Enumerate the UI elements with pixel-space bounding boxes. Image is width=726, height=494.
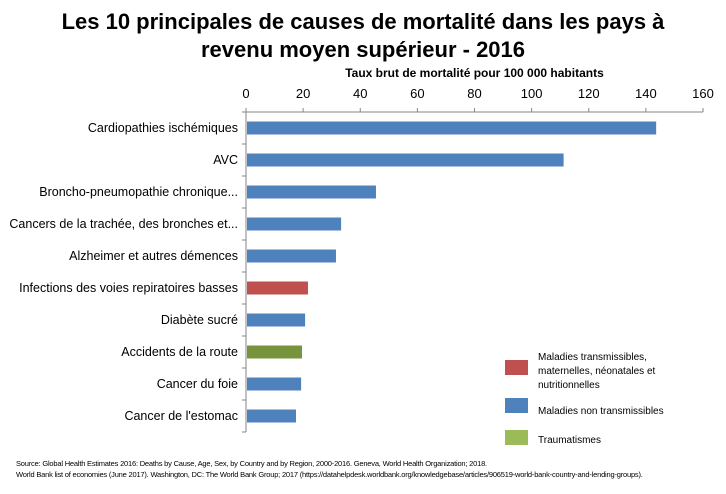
bar-9 xyxy=(247,409,296,423)
x-tick-label: 20 xyxy=(295,86,311,101)
legend-label: maternelles, néonatales et xyxy=(538,366,656,377)
category-label: Infections des voies repiratoires basses xyxy=(19,281,238,295)
category-label: Cardiopathies ischémiques xyxy=(87,121,238,135)
bar-8 xyxy=(247,377,302,391)
source-line-2: World Bank list of economies (June 2017)… xyxy=(16,470,643,479)
bar-4 xyxy=(247,249,336,263)
category-label: Cancer de l'estomac xyxy=(124,409,238,423)
bar-7 xyxy=(247,345,302,359)
legend-label: Maladies non transmissibles xyxy=(538,406,664,417)
x-tick-label: 40 xyxy=(353,86,368,101)
x-tick-label: 160 xyxy=(692,86,714,101)
bar-0 xyxy=(247,121,657,135)
x-tick-label: 80 xyxy=(467,86,482,101)
bar-3 xyxy=(247,217,342,231)
category-label: Alzheimer et autres démences xyxy=(69,249,238,263)
bar-5 xyxy=(247,281,308,295)
legend-label: Maladies transmissibles, xyxy=(538,352,647,363)
x-tick-label: 140 xyxy=(635,86,657,101)
category-label: Accidents de la route xyxy=(121,345,238,359)
category-label: Cancers de la trachée, des bronches et..… xyxy=(9,217,238,231)
category-label: Broncho-pneumopathie chronique... xyxy=(39,185,238,199)
legend-label: Traumatismes xyxy=(538,435,601,446)
bar-1 xyxy=(247,153,564,167)
category-label: AVC xyxy=(213,153,238,167)
category-label: Cancer du foie xyxy=(156,377,238,391)
bar-2 xyxy=(247,185,376,199)
chart-title-line-2: revenu moyen supérieur - 2016 xyxy=(200,37,526,62)
legend-swatch xyxy=(505,360,528,375)
bar-6 xyxy=(247,313,306,327)
legend-label: nutritionnelles xyxy=(538,380,600,391)
x-tick-label: 0 xyxy=(242,86,250,101)
legend-swatch xyxy=(505,430,528,445)
x-tick-label: 120 xyxy=(577,86,600,101)
category-label: Diabète sucré xyxy=(160,313,238,327)
source-line-1: Source: Global Health Estimates 2016: De… xyxy=(16,459,487,468)
x-tick-label: 60 xyxy=(410,86,425,101)
x-axis-title: Taux brut de mortalité pour 100 000 habi… xyxy=(345,66,604,80)
chart-title-line-1: Les 10 principales de causes de mortalit… xyxy=(61,9,665,34)
legend-swatch xyxy=(505,398,528,413)
x-tick-label: 100 xyxy=(520,86,543,101)
